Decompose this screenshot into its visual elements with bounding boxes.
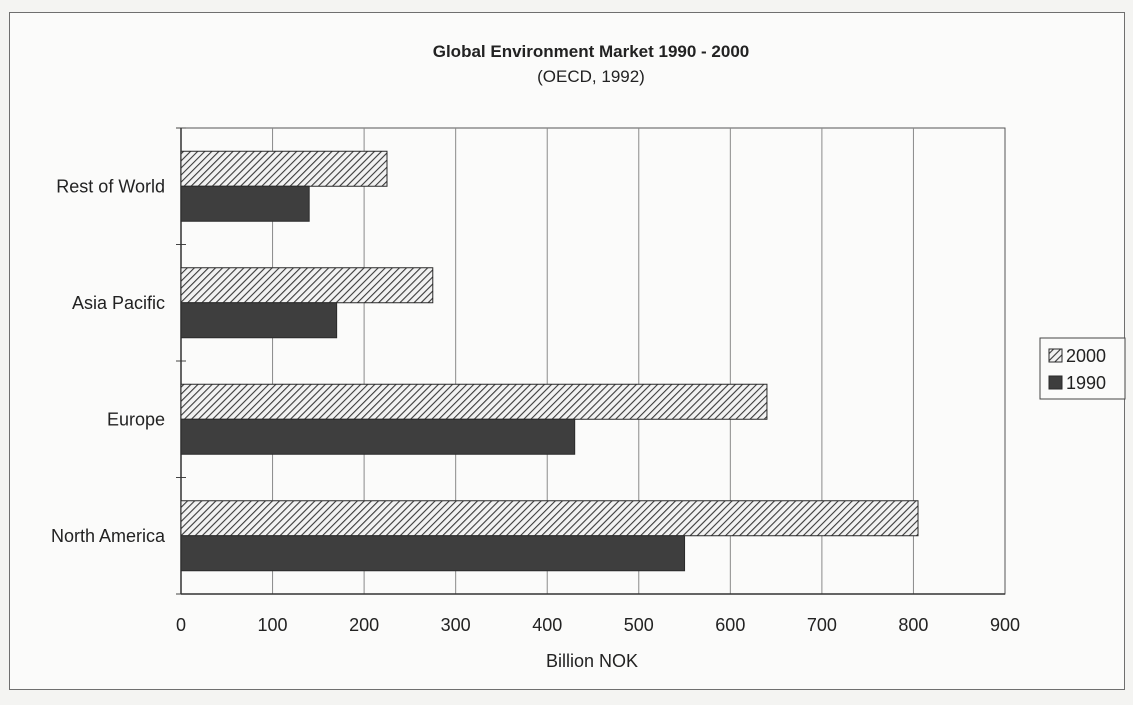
- bars-group: [180, 150, 919, 572]
- bar-1990-asia-pacific: [180, 302, 338, 339]
- category-label: Asia Pacific: [72, 293, 165, 313]
- bar-1990-rest-of-world: [180, 185, 310, 222]
- bar-1990-north-america: [180, 535, 686, 572]
- x-tick-label: 500: [624, 615, 654, 635]
- category-label: Europe: [107, 409, 165, 429]
- legend: 2000 1990: [1039, 337, 1126, 400]
- bar-2000-asia-pacific: [180, 267, 434, 304]
- bar-2000-europe: [180, 383, 768, 420]
- legend-swatch-1990: [1048, 375, 1063, 390]
- category-labels: Rest of World Asia Pacific Europe North Ame…: [51, 176, 166, 546]
- x-axis-title: Billion NOK: [546, 651, 638, 671]
- chart-canvas: Global Environment Market 1990 - 2000 (O…: [51, 42, 1126, 671]
- bar-1990-europe: [180, 418, 576, 455]
- chart-title: Global Environment Market 1990 - 2000: [433, 42, 750, 61]
- x-tick-label: 800: [898, 615, 928, 635]
- x-tick-label: 400: [532, 615, 562, 635]
- bar-2000-north-america: [180, 500, 919, 537]
- x-tick-label: 100: [258, 615, 288, 635]
- legend-label-2000: 2000: [1066, 346, 1106, 366]
- chart-subtitle: (OECD, 1992): [537, 67, 645, 86]
- x-tick-label: 200: [349, 615, 379, 635]
- x-tick-label: 300: [441, 615, 471, 635]
- x-tick-label: 0: [176, 615, 186, 635]
- legend-label-1990: 1990: [1066, 373, 1106, 393]
- x-tick-label: 600: [715, 615, 745, 635]
- chart-frame: Global Environment Market 1990 - 2000 (O…: [9, 12, 1126, 690]
- x-tick-label: 700: [807, 615, 837, 635]
- category-label: North America: [51, 526, 166, 546]
- bar-2000-rest-of-world: [180, 150, 388, 187]
- x-tick-label: 900: [990, 615, 1020, 635]
- legend-swatch-2000: [1048, 348, 1063, 363]
- x-tick-labels: 0 100 200 300 400 500 600 700 800 900: [176, 615, 1020, 635]
- category-label: Rest of World: [56, 176, 165, 196]
